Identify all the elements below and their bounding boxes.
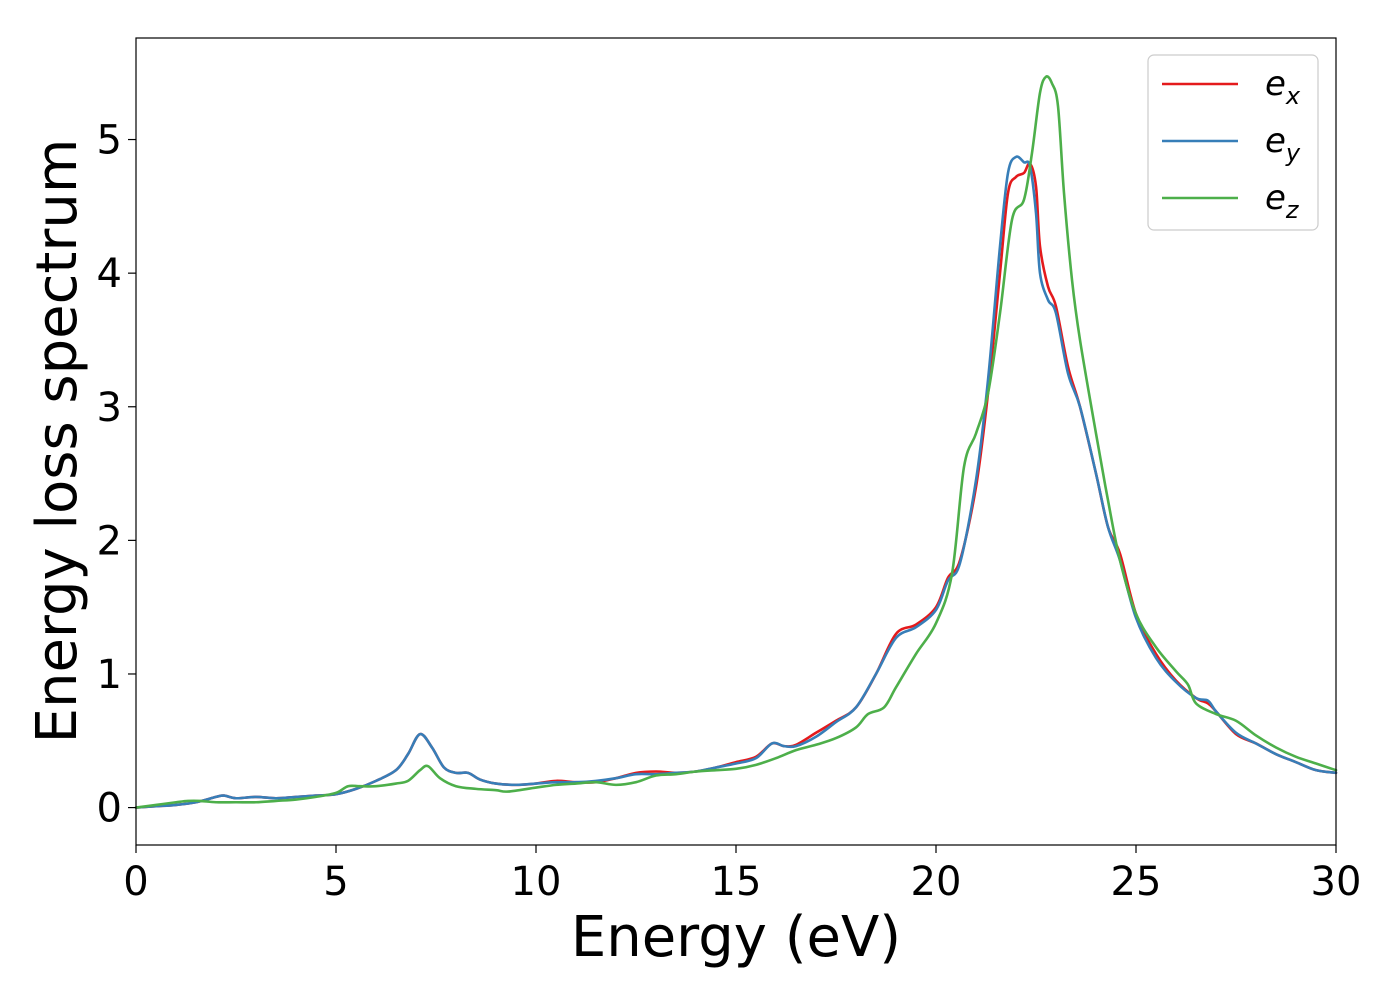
x-tick-label: 10	[511, 859, 562, 905]
plot-background	[136, 38, 1336, 845]
y-tick-label: 4	[97, 251, 122, 297]
x-tick-label: 25	[1111, 859, 1162, 905]
y-axis-label: Energy loss spectrum	[25, 139, 90, 744]
x-tick-label: 30	[1311, 859, 1362, 905]
x-tick-label: 20	[911, 859, 962, 905]
y-tick-label: 1	[97, 652, 122, 698]
x-axis-label: Energy (eV)	[571, 905, 901, 970]
legend-label-x: ex	[1265, 64, 1301, 110]
x-tick-label: 15	[711, 859, 762, 905]
series-lines	[134, 75, 1338, 809]
legend-frame	[1147, 54, 1319, 231]
y-axis-ticks: 0 1 2 3 4 5	[97, 118, 136, 832]
x-tick-label: 0	[123, 859, 148, 905]
series-line-z	[134, 75, 1338, 809]
y-tick-label: 0	[97, 786, 122, 832]
legend: ex ey ez	[1147, 54, 1319, 231]
legend-label-z: ez	[1265, 178, 1300, 224]
y-tick-label: 3	[97, 385, 122, 431]
x-axis-ticks: 0 5 10 15 20 25 30	[123, 845, 1361, 905]
y-tick-label: 2	[97, 518, 122, 564]
legend-label-y: ey	[1265, 121, 1301, 167]
x-tick-label: 5	[323, 859, 348, 905]
series-line-y	[134, 155, 1338, 809]
y-tick-label: 5	[97, 118, 122, 164]
